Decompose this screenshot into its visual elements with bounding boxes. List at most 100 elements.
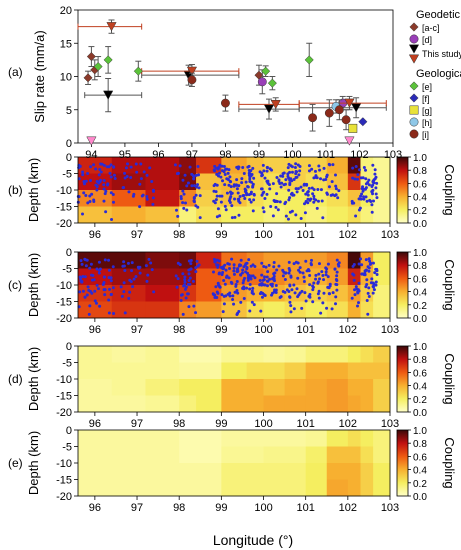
seismic-event-dot — [223, 282, 227, 286]
x-tick-label: 101 — [296, 502, 314, 514]
x-tick-label-a: 100 — [283, 149, 301, 161]
coupling-cell — [145, 301, 180, 319]
coupling-cell — [263, 379, 285, 396]
seismic-event-dot — [369, 261, 373, 265]
seismic-event-dot — [311, 192, 315, 196]
seismic-event-dot — [190, 184, 194, 188]
seismic-event-dot — [312, 176, 316, 180]
seismic-event-dot — [129, 175, 133, 179]
seismic-event-dot — [334, 302, 338, 306]
coupling-cell — [78, 252, 113, 269]
seismic-event-dot — [272, 274, 276, 278]
coupling-cell — [305, 206, 328, 224]
coupling-cell — [263, 157, 285, 174]
seismic-event-dot — [249, 169, 253, 173]
colorbar-tick-label: 0.8 — [413, 439, 427, 450]
seismic-event-dot — [330, 180, 334, 184]
colorbar-tick-label: 0.4 — [413, 466, 427, 477]
seismic-event-dot — [87, 288, 91, 292]
coupling-cell — [305, 395, 328, 413]
coupling-cell — [284, 463, 307, 480]
seismic-event-dot — [371, 261, 375, 265]
coupling-cell — [284, 379, 307, 396]
seismic-event-dot — [131, 285, 135, 289]
seismic-event-dot — [331, 163, 335, 167]
colorbar-tick-label: 0.2 — [413, 206, 427, 217]
seismic-event-dot — [335, 274, 339, 278]
x-tick-label: 98 — [173, 418, 185, 430]
y-tick-label-a: 10 — [60, 72, 72, 84]
seismic-event-dot — [223, 172, 227, 176]
seismic-event-dot — [197, 263, 201, 267]
seismic-event-dot — [223, 183, 227, 187]
seismic-event-dot — [94, 167, 98, 171]
series--a-c- — [83, 46, 264, 86]
seismic-event-dot — [316, 292, 320, 296]
seismic-event-dot — [260, 261, 264, 265]
seismic-event-dot — [329, 193, 333, 197]
coupling-cell — [360, 479, 374, 497]
seismic-event-dot — [281, 268, 285, 272]
colorbar-tick-label: 0.4 — [413, 193, 427, 204]
data-point — [341, 115, 351, 125]
seismic-event-dot — [353, 177, 357, 181]
seismic-event-dot — [229, 192, 233, 196]
seismic-event-dot — [314, 273, 318, 277]
y-tick-label-a: 5 — [66, 105, 72, 117]
legend-marker — [409, 34, 419, 44]
seismic-event-dot — [182, 206, 186, 210]
seismic-event-dot — [99, 170, 103, 174]
coupling-cell — [347, 463, 361, 480]
seismic-event-dot — [299, 216, 303, 220]
data-point — [344, 98, 355, 108]
seismic-event-dot — [97, 173, 101, 177]
x-tick-label: 96 — [89, 324, 101, 336]
seismic-event-dot — [292, 262, 296, 266]
colorbar — [396, 251, 409, 319]
seismic-event-dot — [261, 206, 265, 210]
seismic-event-dot — [306, 190, 310, 194]
seismic-event-dot — [262, 210, 266, 214]
coupling-cell — [305, 362, 328, 380]
seismic-event-dot — [85, 293, 89, 297]
seismic-event-dot — [271, 214, 275, 218]
seismic-event-dot — [88, 194, 92, 198]
seismic-event-dot — [111, 286, 115, 290]
coupling-cell — [246, 301, 264, 319]
seismic-event-dot — [368, 198, 372, 202]
seismic-event-dot — [311, 284, 315, 288]
seismic-event-dot — [182, 192, 186, 196]
coupling-cell — [196, 446, 222, 464]
seismic-event-dot — [317, 289, 321, 293]
seismic-event-dot — [189, 262, 193, 266]
seismic-event-dot — [98, 267, 102, 271]
seismic-event-dot — [175, 285, 179, 289]
seismic-event-dot — [273, 288, 277, 292]
seismic-event-dot — [179, 299, 183, 303]
seismic-event-dot — [122, 281, 126, 285]
seismic-event-dot — [287, 266, 291, 270]
seismic-event-dot — [261, 163, 265, 167]
seismic-event-dot — [229, 185, 233, 189]
seismic-event-dot — [231, 298, 235, 302]
y-axis-label: Depth (km) — [26, 347, 41, 411]
seismic-event-dot — [266, 284, 270, 288]
seismic-event-dot — [88, 304, 92, 308]
seismic-event-dot — [374, 192, 378, 196]
seismic-event-dot — [327, 292, 331, 296]
panel-label-a: (a) — [8, 65, 23, 79]
seismic-event-dot — [128, 290, 132, 294]
coupling-cell — [179, 430, 197, 447]
seismic-event-dot — [247, 193, 251, 197]
coupling-cell — [284, 395, 307, 413]
seismic-event-dot — [244, 180, 248, 184]
seismic-event-dot — [222, 278, 226, 282]
seismic-event-dot — [198, 194, 202, 198]
seismic-event-dot — [302, 280, 306, 284]
series--e- — [93, 42, 314, 91]
seismic-event-dot — [294, 213, 298, 217]
seismic-event-dot — [247, 273, 251, 277]
seismic-event-dot — [242, 193, 246, 197]
seismic-event-dot — [217, 171, 221, 175]
seismic-event-dot — [265, 192, 269, 196]
